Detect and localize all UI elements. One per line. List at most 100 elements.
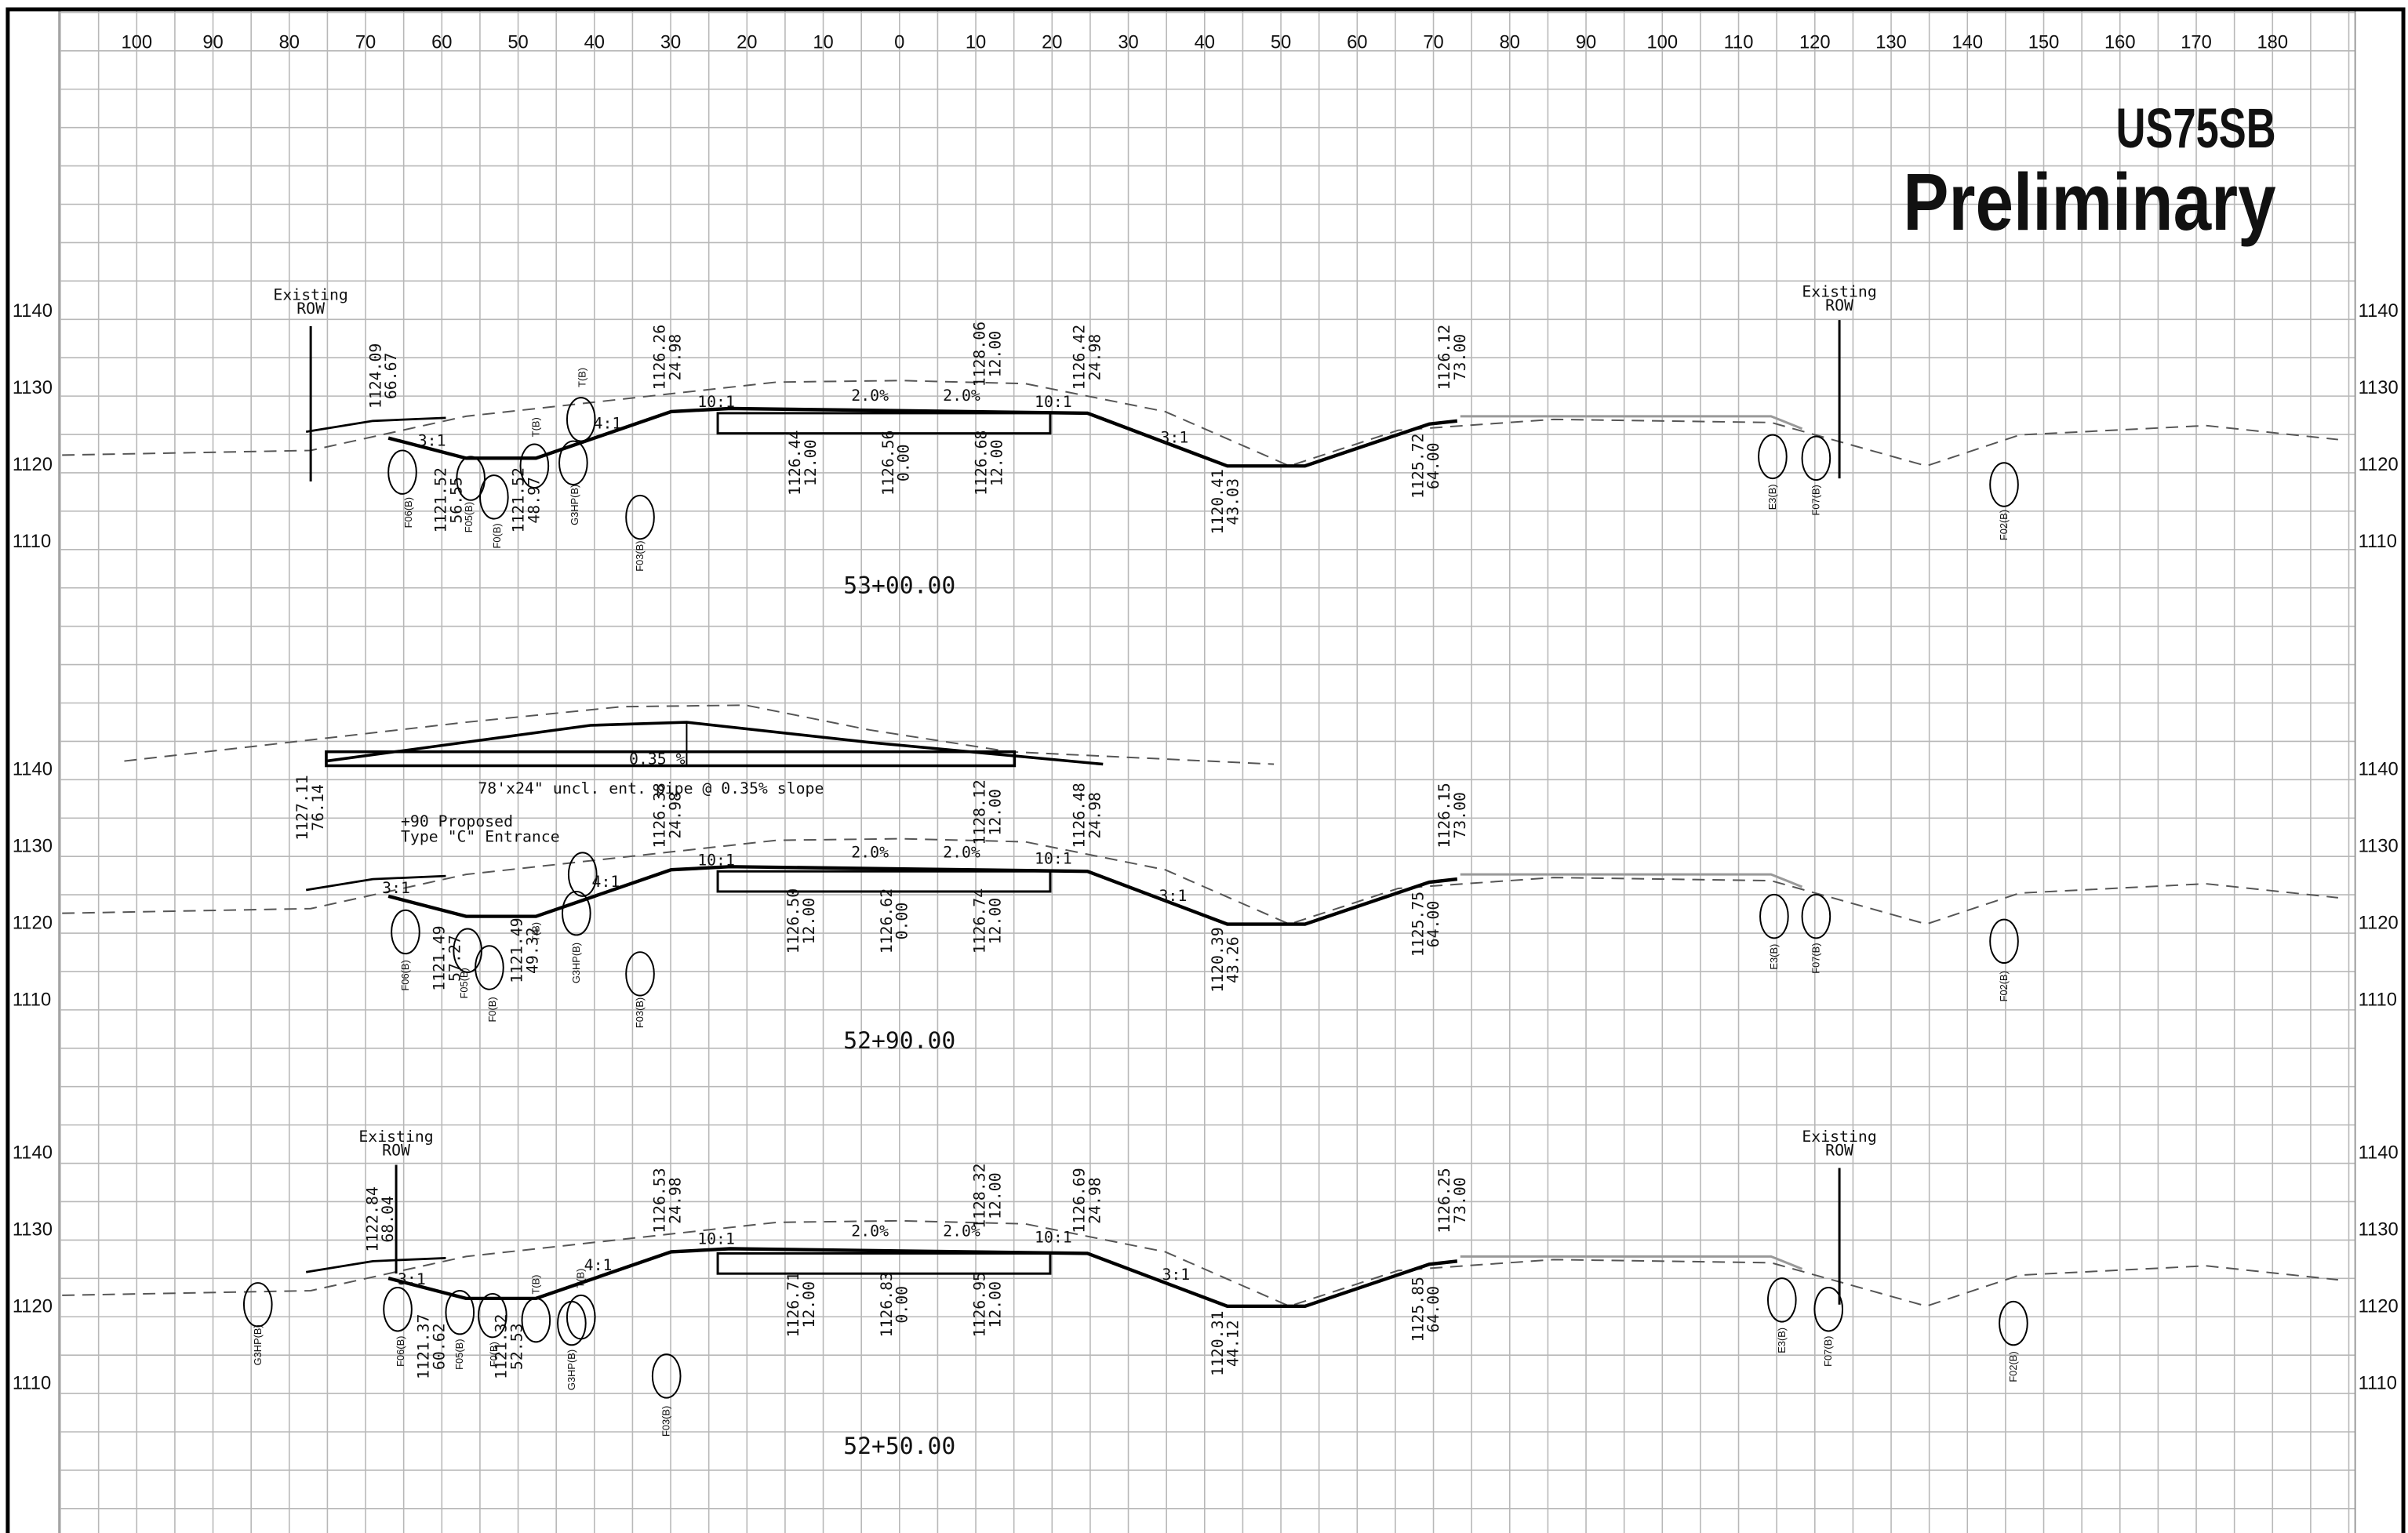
elevation-value: 1126.62 [878, 888, 896, 954]
offset-label: 60 [431, 31, 452, 53]
feature-marker [567, 852, 598, 897]
offset-label: 140 [1951, 31, 1983, 53]
offset-value: 24.98 [1086, 792, 1104, 839]
offset-value: 44.12 [1224, 1320, 1242, 1368]
offset-value: 64.00 [1424, 901, 1442, 948]
offset-label: 0 [894, 31, 904, 53]
feature-label-group: F03(B) [634, 540, 646, 571]
offset-label: 50 [507, 31, 528, 53]
existing-ground [62, 837, 2338, 925]
section: 1140 1140 1130 1130 1120 1120 1110 1110 52+50.00… [13, 1128, 2399, 1460]
elevation-value: 1121.49 [430, 925, 448, 990]
feature-label: F05(B) [458, 968, 470, 998]
feature-marker [475, 945, 504, 990]
offset-label: 100 [1646, 31, 1678, 53]
slope-label: 3:1 [1162, 1266, 1190, 1284]
slope-label: 10:1 [1035, 1229, 1072, 1247]
feature-marker [625, 494, 655, 540]
elevation-value: 1128.06 [971, 321, 989, 387]
feature-marker [651, 1353, 682, 1399]
elevation-value: 1126.38 [651, 783, 669, 848]
offset-value: 76.14 [309, 784, 327, 831]
offset-label: 40 [584, 31, 605, 53]
elevation-value: 1126.95 [971, 1272, 989, 1337]
feature-marker [387, 449, 417, 495]
row-label: Existing [1802, 1128, 1876, 1146]
station-label: 52+90.00 [843, 1027, 955, 1055]
feature-label-group: T(B) [529, 922, 541, 942]
feature-label: T(B) [575, 1269, 587, 1288]
proposed-profile [387, 406, 1458, 468]
elevation-value: 1126.15 [1435, 783, 1453, 848]
proposed-profile [387, 865, 1458, 926]
row-label: ROW [296, 300, 325, 318]
feature-label-group: T(B) [575, 1269, 587, 1288]
elevation-label: 1140 [13, 300, 53, 321]
feature-label: F03(B) [660, 1406, 672, 1437]
offset-value: 0.00 [893, 903, 911, 940]
entrance-pipe: 0.35 % 78'x24" uncl. ent. pipe @ 0.35% sl… [124, 704, 1275, 846]
elevation-value: 1126.68 [973, 430, 991, 496]
elevation-offset: 1126.830.00 [878, 1272, 911, 1337]
feature-label: T(B) [529, 1275, 541, 1295]
feature-label: F02(B) [1998, 510, 2010, 540]
section: 1140 1140 1130 1130 1120 1120 1110 1110 53+00.00… [13, 282, 2399, 599]
offset-label: 30 [660, 31, 681, 53]
feature-marker [383, 1287, 413, 1332]
elevation-value: 1125.85 [1409, 1277, 1427, 1342]
elevation-value: 1126.26 [651, 325, 669, 390]
elevation-value: 1126.50 [784, 888, 802, 954]
pavement [716, 1251, 1052, 1275]
slope-label: 10:1 [1035, 849, 1072, 867]
offset-value: 24.98 [667, 334, 685, 381]
pipe-description: 78'x24" uncl. ent. pipe @ 0.35% slope [478, 779, 824, 797]
offset-label: 60 [1347, 31, 1367, 53]
pavement [716, 412, 1052, 435]
feature-marker [1813, 1287, 1844, 1332]
slope-label: 3:1 [382, 879, 410, 897]
offset-label: 30 [1118, 31, 1138, 53]
feature-label: G3HP(B) [566, 1350, 577, 1390]
feature-label-group: F0(B) [486, 997, 498, 1022]
elevation-value: 1126.42 [1070, 325, 1088, 390]
feature-label: E3(B) [1766, 484, 1778, 510]
elevation-value: 1126.12 [1435, 325, 1453, 390]
elevation-label: 1130 [2359, 377, 2399, 398]
feature-label: F0(B) [488, 1342, 500, 1367]
feature-label-group: F05(B) [453, 1339, 465, 1370]
slope-label: 3:1 [1159, 887, 1188, 905]
elevation-label: 1120 [2359, 1296, 2399, 1317]
elevation-value: 1120.39 [1209, 927, 1227, 992]
elevation-value: 1120.31 [1209, 1311, 1227, 1376]
elevation-label: 1130 [13, 377, 53, 398]
offset-label: 10 [966, 31, 986, 53]
feature-marker [521, 1297, 551, 1343]
offset-label: 160 [2104, 31, 2136, 53]
feature-label: T(B) [529, 417, 541, 437]
feature-label: T(B) [577, 368, 588, 387]
feature-label: F02(B) [2007, 1351, 2019, 1382]
elevation-label: 1120 [2359, 454, 2399, 475]
feature-label-group: T(B) [529, 417, 541, 437]
entrance-note: Type "C" Entrance [401, 828, 560, 846]
offset-value: 43.26 [1224, 936, 1242, 983]
entrance-note: +90 Proposed [401, 812, 513, 830]
grid [58, 9, 2356, 1533]
feature-label: G3HP(B) [252, 1324, 264, 1365]
slope-label: 2.0% [851, 843, 889, 861]
elevation-label: 1110 [13, 990, 51, 1011]
station-label: 53+00.00 [843, 572, 955, 600]
offset-label: 170 [2181, 31, 2212, 53]
feature-marker [1766, 1277, 1797, 1323]
route-title: US75SB [2116, 97, 2276, 160]
